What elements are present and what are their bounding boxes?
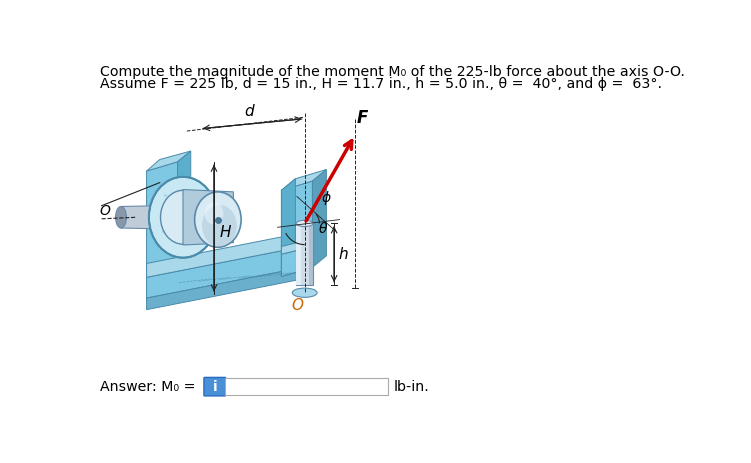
- Ellipse shape: [149, 177, 217, 258]
- Text: Answer: M₀ =: Answer: M₀ =: [100, 380, 200, 394]
- Ellipse shape: [205, 202, 223, 225]
- Text: h: h: [339, 247, 348, 262]
- FancyBboxPatch shape: [225, 378, 388, 395]
- Polygon shape: [146, 162, 177, 300]
- Polygon shape: [309, 224, 313, 285]
- Ellipse shape: [202, 205, 237, 246]
- Polygon shape: [177, 151, 191, 290]
- Text: O: O: [291, 298, 303, 313]
- Text: F: F: [357, 109, 368, 127]
- Polygon shape: [146, 246, 303, 298]
- FancyBboxPatch shape: [204, 377, 225, 396]
- Polygon shape: [296, 224, 301, 285]
- Ellipse shape: [296, 220, 313, 226]
- Ellipse shape: [116, 206, 126, 228]
- Polygon shape: [282, 181, 312, 276]
- Polygon shape: [282, 246, 312, 276]
- Text: lb-in.: lb-in.: [394, 380, 430, 394]
- Text: O: O: [99, 204, 110, 218]
- Text: ϕ: ϕ: [321, 191, 331, 205]
- Polygon shape: [282, 169, 327, 190]
- Text: i: i: [213, 380, 217, 394]
- Ellipse shape: [161, 190, 206, 244]
- Polygon shape: [146, 151, 191, 171]
- Polygon shape: [146, 233, 303, 277]
- Ellipse shape: [292, 288, 317, 297]
- Polygon shape: [121, 206, 160, 229]
- Text: Assume F = 225 lb, d = 15 in., H = 11.7 in., h = 5.0 in., θ =  40°, and ϕ =  63°: Assume F = 225 lb, d = 15 in., H = 11.7 …: [100, 77, 662, 91]
- Text: Compute the magnitude of the moment M₀ of the 225-lb force about the axis O-O.: Compute the magnitude of the moment M₀ o…: [100, 65, 685, 79]
- Polygon shape: [282, 179, 295, 276]
- Polygon shape: [183, 189, 234, 245]
- Polygon shape: [146, 267, 303, 310]
- Text: H: H: [219, 225, 231, 240]
- Text: d: d: [244, 104, 254, 119]
- Polygon shape: [282, 239, 312, 254]
- Polygon shape: [296, 224, 313, 285]
- Polygon shape: [312, 169, 327, 267]
- Ellipse shape: [195, 192, 241, 247]
- Text: θ: θ: [318, 222, 327, 236]
